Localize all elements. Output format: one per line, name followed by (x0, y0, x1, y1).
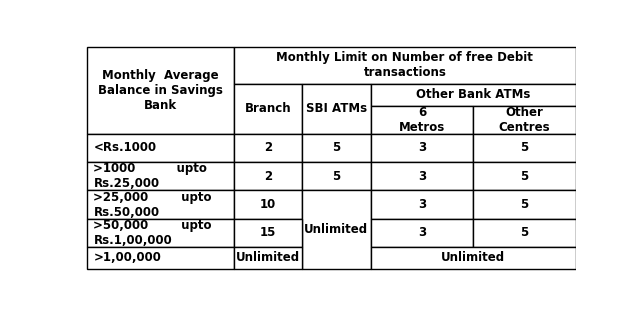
Text: Unlimited: Unlimited (441, 252, 506, 265)
Bar (234, 190, 302, 219)
Text: <Rs.1000: <Rs.1000 (93, 141, 157, 154)
Bar (474, 190, 576, 219)
Bar (371, 247, 576, 269)
Bar (302, 134, 371, 162)
Text: 2: 2 (264, 141, 272, 154)
Bar (234, 46, 576, 84)
Bar (474, 106, 576, 134)
Bar (234, 84, 302, 134)
Bar (234, 219, 302, 247)
Bar (234, 247, 302, 269)
Text: Unlimited: Unlimited (236, 252, 300, 265)
Text: 10: 10 (260, 198, 276, 211)
Bar (474, 134, 576, 162)
Text: 3: 3 (418, 226, 426, 239)
Text: >1,00,000: >1,00,000 (93, 252, 161, 265)
Text: >25,000        upto
Rs.50,000: >25,000 upto Rs.50,000 (93, 190, 212, 218)
Text: 5: 5 (332, 170, 340, 183)
Text: >1000          upto
Rs.25,000: >1000 upto Rs.25,000 (93, 162, 207, 190)
Text: SBI ATMs: SBI ATMs (306, 102, 367, 115)
Text: >50,000        upto
Rs.1,00,000: >50,000 upto Rs.1,00,000 (93, 219, 212, 247)
Bar (371, 106, 474, 134)
Text: 5: 5 (520, 198, 529, 211)
Text: 15: 15 (260, 226, 276, 239)
Text: 5: 5 (332, 141, 340, 154)
Text: Unlimited: Unlimited (305, 223, 369, 236)
Bar (371, 219, 474, 247)
Text: Other Bank ATMs: Other Bank ATMs (416, 88, 531, 101)
Text: 5: 5 (520, 141, 529, 154)
Bar (371, 84, 576, 106)
Text: Other
Centres: Other Centres (499, 106, 550, 134)
Text: 5: 5 (520, 170, 529, 183)
Text: 2: 2 (264, 170, 272, 183)
Bar (88, 247, 234, 269)
Bar (88, 190, 234, 219)
Text: 3: 3 (418, 170, 426, 183)
Bar (88, 46, 234, 134)
Bar (302, 162, 371, 190)
Text: Monthly Limit on Number of free Debit
transactions: Monthly Limit on Number of free Debit tr… (276, 51, 533, 79)
Bar (302, 190, 371, 269)
Text: 6
Metros: 6 Metros (399, 106, 445, 134)
Bar (474, 219, 576, 247)
Text: 3: 3 (418, 198, 426, 211)
Bar (88, 134, 234, 162)
Text: 3: 3 (418, 141, 426, 154)
Bar (371, 162, 474, 190)
Text: 5: 5 (520, 226, 529, 239)
Text: Monthly  Average
Balance in Savings
Bank: Monthly Average Balance in Savings Bank (98, 69, 223, 112)
Bar (302, 84, 371, 134)
Bar (234, 162, 302, 190)
Bar (371, 134, 474, 162)
Bar (234, 134, 302, 162)
Bar (371, 190, 474, 219)
Text: Branch: Branch (244, 102, 291, 115)
Bar (88, 219, 234, 247)
Bar (88, 162, 234, 190)
Bar (474, 162, 576, 190)
